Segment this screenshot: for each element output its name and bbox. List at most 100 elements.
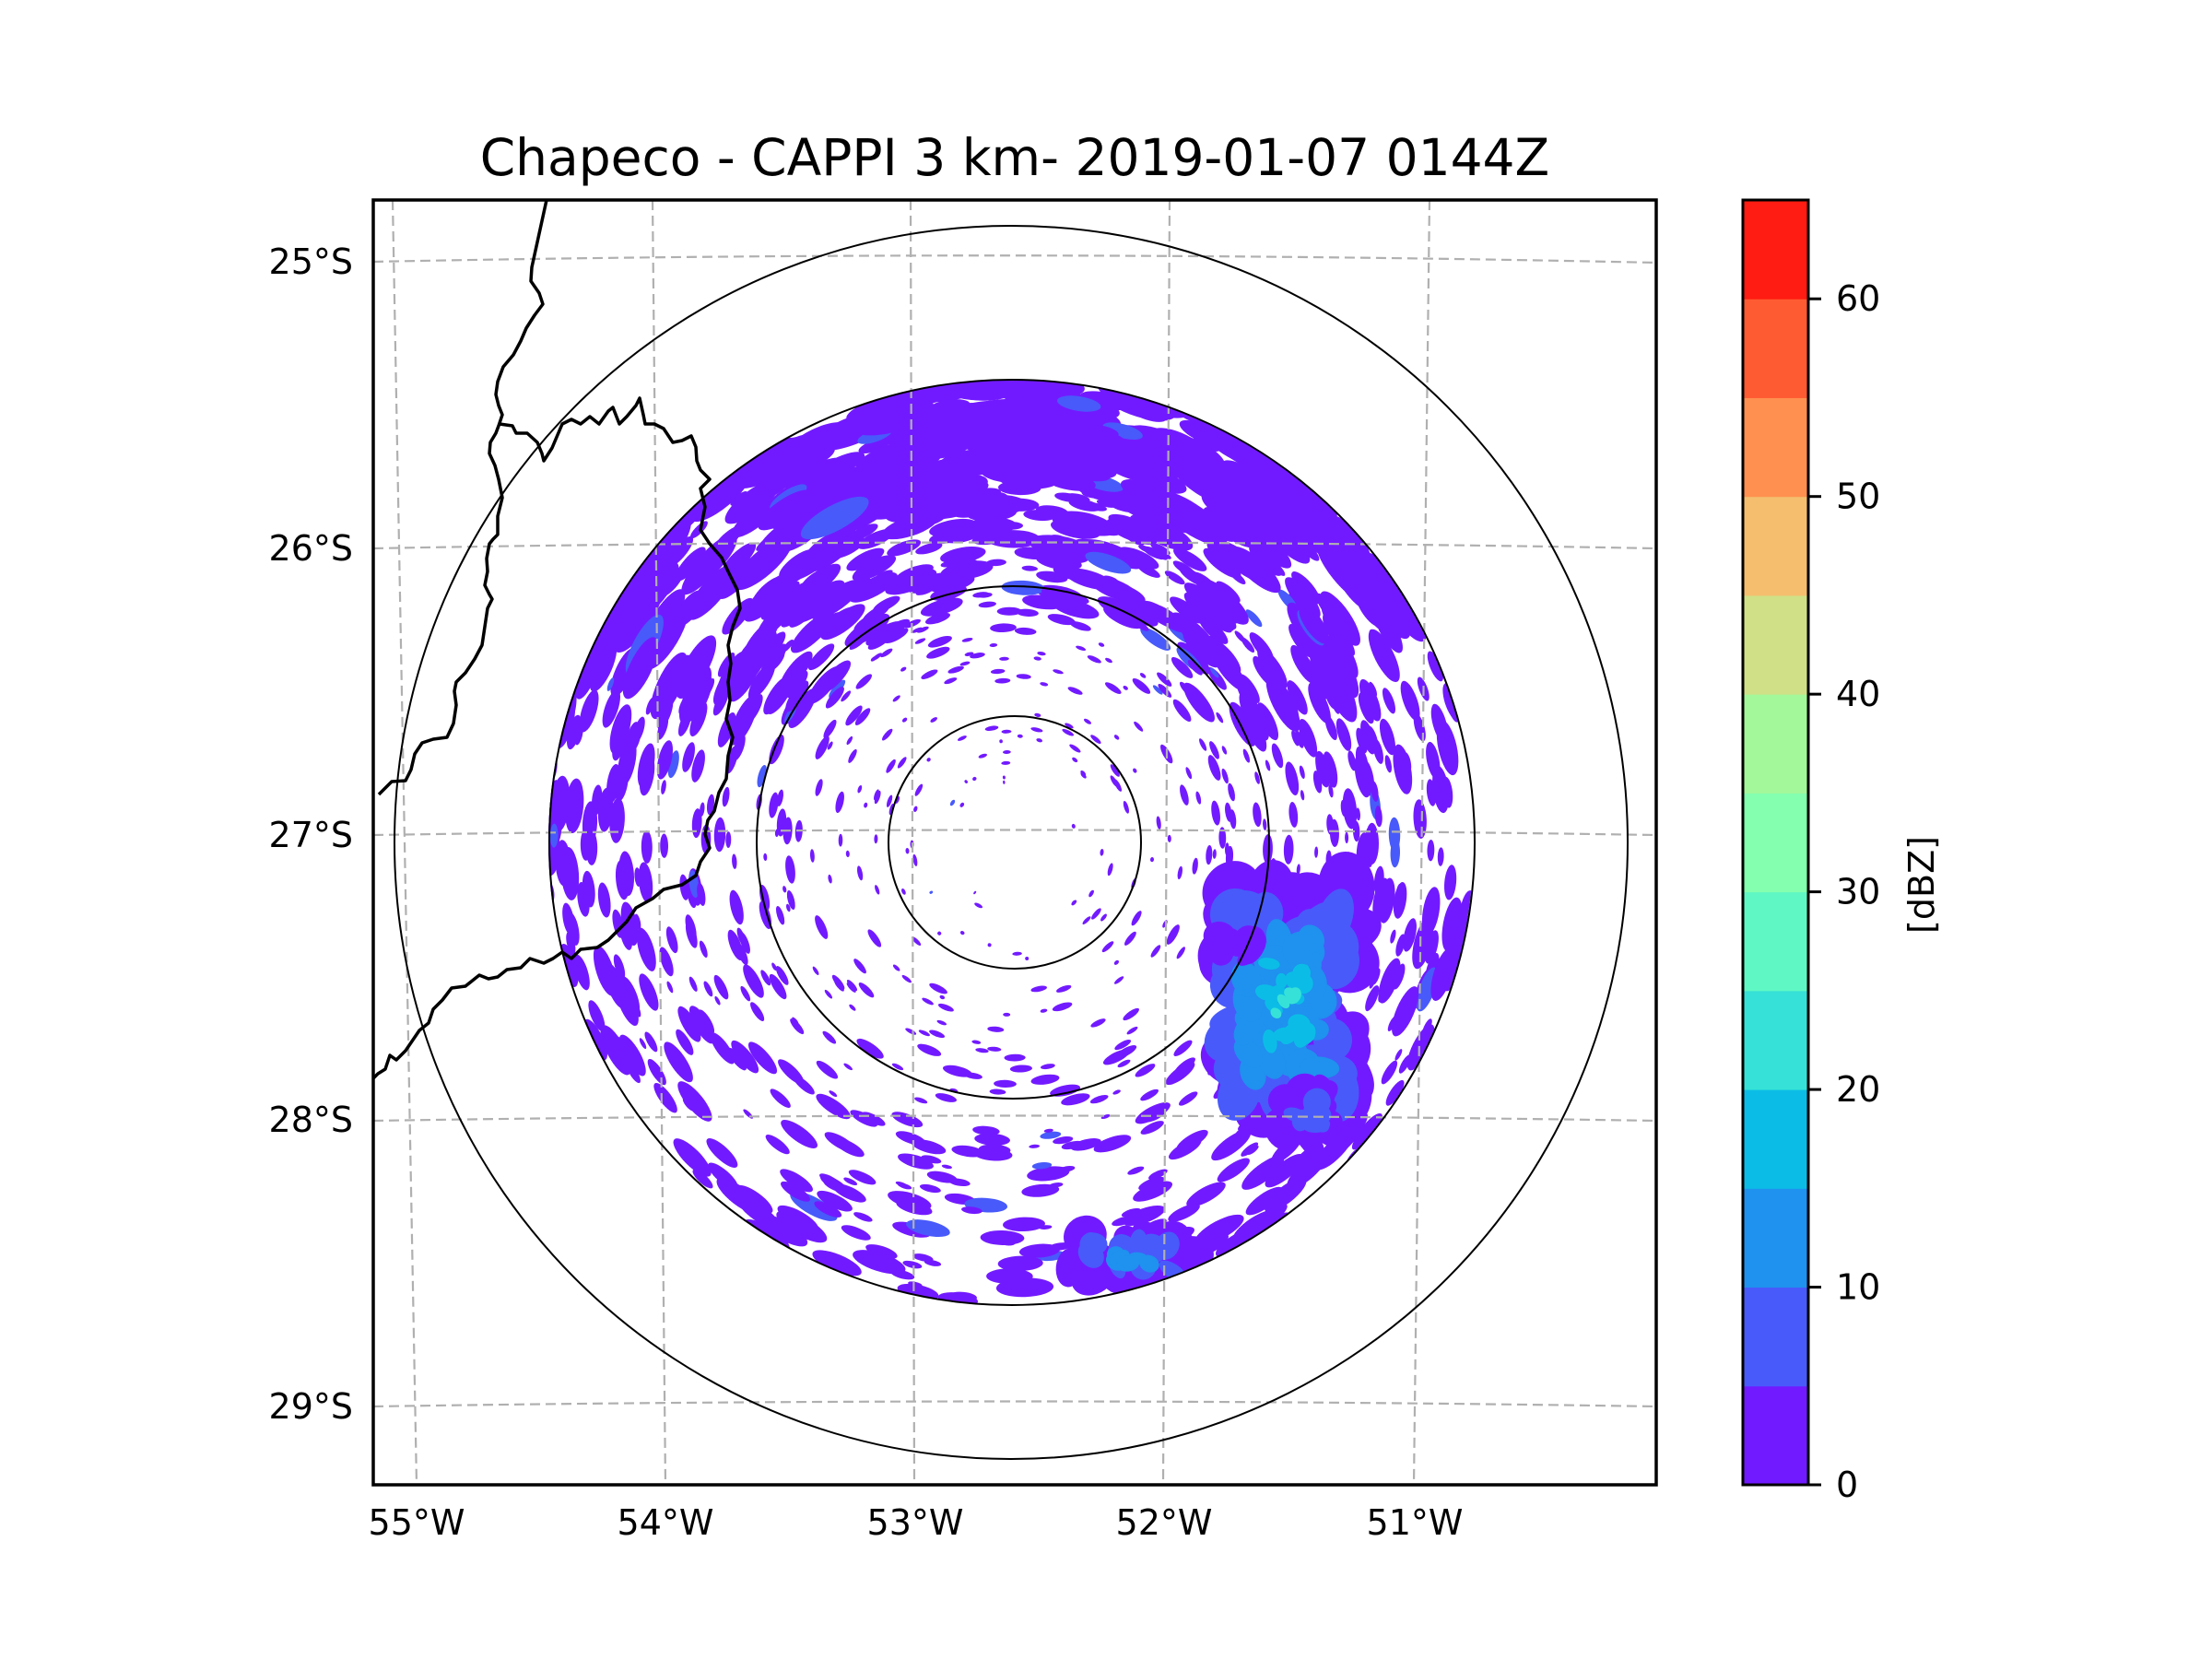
echo-weak — [913, 806, 918, 812]
echo-weak — [1331, 699, 1340, 714]
echo-weak — [788, 688, 817, 729]
colorbar-frame — [1741, 198, 1810, 1487]
echo-weak — [1047, 549, 1076, 560]
echo-weak — [1299, 540, 1320, 561]
echo-weak — [1154, 551, 1168, 560]
echo-weak — [615, 1036, 631, 1062]
echo-weak — [1392, 986, 1419, 1037]
echo-cell — [1233, 1038, 1264, 1068]
echo-weak — [628, 590, 653, 626]
echo-weak — [790, 1018, 805, 1035]
echo-weak — [901, 974, 912, 983]
echo-weak — [1053, 669, 1064, 675]
echo-weak — [857, 865, 864, 881]
echo-weak — [949, 402, 986, 416]
echo-weak — [786, 540, 839, 581]
echo-weak — [874, 834, 878, 844]
echo-weak — [844, 613, 890, 647]
echo-weak — [1138, 1176, 1165, 1191]
echo-weak — [841, 1225, 871, 1241]
axes-frame — [371, 198, 1658, 1487]
echo-weak — [1335, 562, 1358, 589]
echo-weak — [781, 1181, 810, 1202]
echo-weak — [1382, 688, 1396, 714]
echo-weak — [1261, 657, 1286, 692]
echo-weak — [855, 558, 873, 569]
echo-weak — [829, 1090, 838, 1098]
echo-weak — [728, 437, 800, 489]
echo-weak — [1249, 632, 1274, 663]
border-argentina-brazil — [377, 200, 548, 796]
echo-weak — [1068, 499, 1101, 512]
echo-weak — [1030, 727, 1043, 733]
echo-weak — [1156, 816, 1161, 830]
echo-weak — [867, 929, 882, 947]
colorbar-band — [1743, 793, 1808, 893]
echo-weak — [882, 728, 893, 741]
echo-weak — [912, 936, 922, 946]
echo-weak — [897, 757, 907, 769]
echo-weak — [1002, 1241, 1016, 1246]
echo-weak — [997, 1255, 1043, 1272]
echo-weak — [850, 1110, 878, 1127]
echo-weak — [891, 1063, 904, 1071]
echo-weak — [1040, 1064, 1055, 1070]
echo-weak — [816, 1093, 851, 1120]
echo-weak — [948, 559, 978, 570]
echo-weak — [994, 677, 1011, 684]
echo-weak — [1338, 519, 1361, 543]
y-tick-label: 26°S — [269, 528, 353, 569]
echo-weak — [1400, 680, 1420, 722]
echo-weak — [926, 758, 931, 762]
colorbar-band — [1743, 891, 1808, 992]
echo-weak — [769, 735, 784, 765]
y-tick-label: 27°S — [269, 815, 353, 855]
echo-weak — [1209, 511, 1251, 542]
gridlines — [373, 200, 1656, 1485]
echo-weak — [647, 1058, 666, 1086]
echo-weak — [800, 496, 869, 540]
echo-weak — [1065, 515, 1115, 536]
echo-weak — [1102, 1049, 1130, 1065]
echo-weak — [1037, 651, 1046, 656]
echo-cell — [1079, 1232, 1100, 1253]
echo-weak — [952, 506, 985, 518]
echo-weak — [1018, 1243, 1060, 1258]
colorbar-band — [1743, 594, 1808, 695]
gridline-lat-27 — [373, 829, 1656, 837]
echo-weak — [1406, 1024, 1435, 1071]
echo-weak — [602, 689, 620, 728]
echo-weak — [682, 742, 696, 772]
echo-weak — [831, 586, 861, 607]
echo-weak — [1173, 1040, 1193, 1057]
echo-weak — [743, 964, 764, 998]
echo-weak — [886, 794, 893, 807]
echo-weak — [734, 536, 793, 591]
x-tick-labels: 55°W 54°W 53°W 52°W 51°W — [369, 1502, 1464, 1543]
echo-weak — [1274, 465, 1337, 521]
echo-weak — [1071, 900, 1077, 906]
echo-weak — [942, 1065, 972, 1077]
echo-weak — [975, 1048, 989, 1053]
echo-weak — [818, 660, 852, 694]
echo-weak — [1210, 667, 1219, 678]
echo-weak — [1087, 655, 1101, 664]
echo-weak — [1268, 559, 1286, 576]
echo-weak — [1321, 603, 1348, 640]
echo-weak — [918, 1030, 930, 1037]
echo-weak — [811, 465, 874, 501]
echo-weak — [685, 921, 698, 948]
echo-weak — [659, 947, 674, 977]
echo-weak — [916, 626, 929, 633]
echo-weak — [831, 974, 845, 990]
echo-weak — [970, 653, 985, 659]
echo-weak — [940, 547, 986, 564]
echo-weak — [1173, 547, 1207, 571]
echo-weak — [1285, 761, 1300, 795]
echo-weak — [1030, 1074, 1060, 1085]
echo-weak — [1186, 1182, 1226, 1207]
echo-weak — [1105, 657, 1112, 664]
echo-weak — [930, 717, 937, 723]
echo-weak — [789, 584, 821, 613]
